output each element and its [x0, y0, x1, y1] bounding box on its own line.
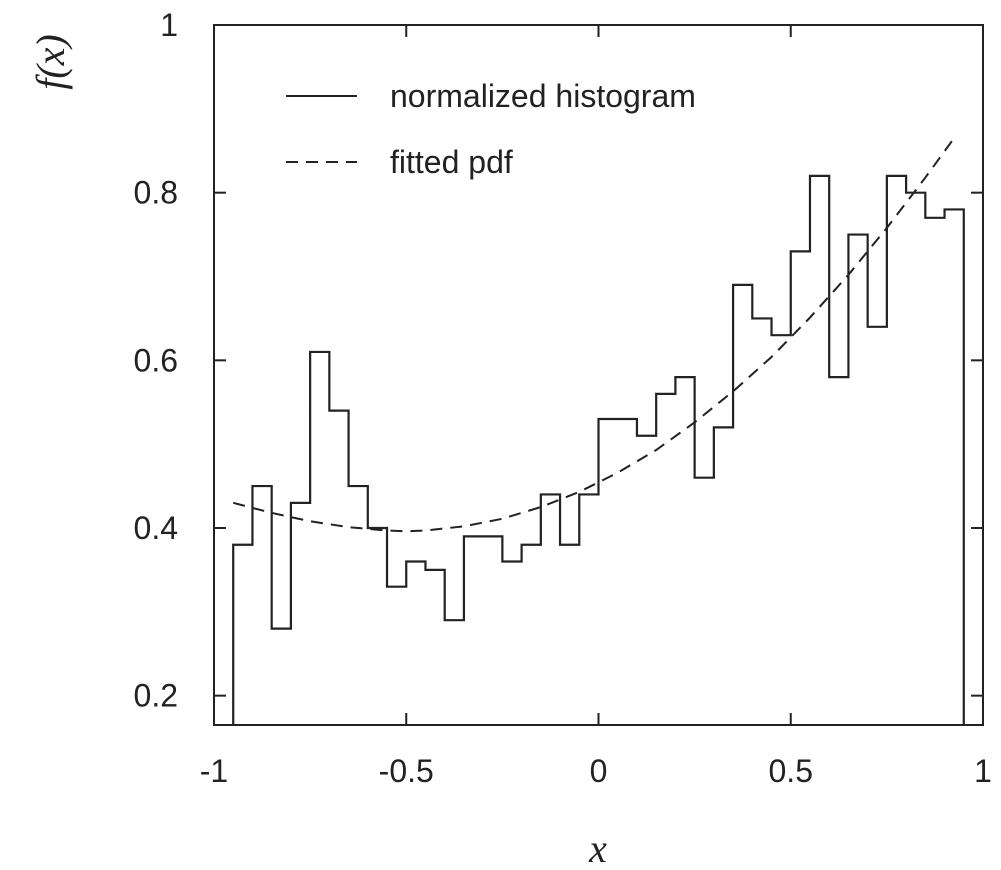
y-tick-label: 1 [160, 7, 178, 43]
y-tick-label: 0.2 [134, 678, 178, 714]
legend: normalized histogram fitted pdf [286, 78, 696, 180]
x-tick-label: 0 [590, 753, 608, 789]
series-normalized-histogram [232, 174, 965, 725]
x-tick-label: 1 [974, 753, 992, 789]
y-tick-label: 0.6 [134, 342, 178, 378]
x-tick-label: -0.5 [379, 753, 434, 789]
x-tick-label: -1 [200, 753, 228, 789]
y-tick-label: 0.4 [134, 510, 178, 546]
x-axis-title: x [588, 826, 607, 870]
legend-label-fitted-pdf: fitted pdf [390, 144, 513, 180]
legend-label-histogram: normalized histogram [390, 78, 696, 114]
y-tick-label: 0.8 [134, 175, 178, 211]
series-fitted-pdf [232, 140, 954, 533]
x-tick-label: 0.5 [769, 753, 813, 789]
y-axis-title: f(x) [28, 34, 73, 90]
